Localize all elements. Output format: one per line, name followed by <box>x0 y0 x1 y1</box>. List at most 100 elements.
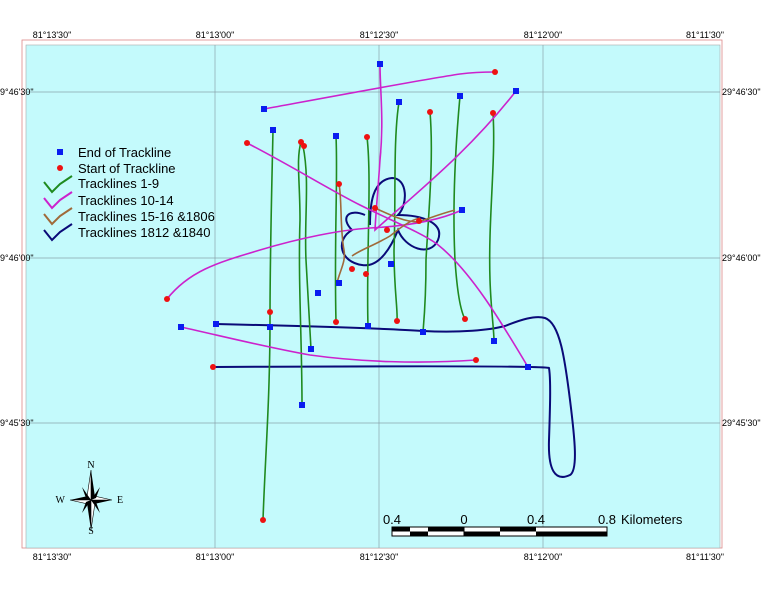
start-marker <box>363 271 369 277</box>
start-marker <box>301 143 307 149</box>
start-marker <box>462 316 468 322</box>
end-marker <box>365 323 371 329</box>
coord-left-1: 9°46'30" <box>0 87 34 97</box>
scale-bar-segment <box>536 531 607 536</box>
scale-unit-label: Kilometers <box>621 512 683 527</box>
start-marker <box>260 517 266 523</box>
scale-bar-segment <box>410 531 428 536</box>
start-marker <box>416 218 422 224</box>
start-marker <box>394 318 400 324</box>
trackline-11 <box>246 142 529 368</box>
legend-tracklines-15-16-label: Tracklines 15-16 &1806 <box>78 209 215 224</box>
scale-label-2: 0 <box>460 512 467 527</box>
trackline-10 <box>263 71 496 110</box>
coord-bottom-4: 81°12'00" <box>524 552 563 562</box>
scale-bar-segment <box>500 527 536 532</box>
north-arrow-icon: N S E W <box>56 460 124 537</box>
end-markers <box>178 61 531 408</box>
end-marker <box>525 364 531 370</box>
start-marker <box>372 205 378 211</box>
end-marker <box>420 329 426 335</box>
coord-top-1: 81°13'30" <box>33 30 72 40</box>
trackline-15 <box>336 183 346 284</box>
end-marker <box>270 127 276 133</box>
coord-right-1: 29°46'30" <box>722 87 761 97</box>
coord-left-3: 9°45'30" <box>0 418 34 428</box>
end-marker <box>213 321 219 327</box>
trackline-8 <box>453 95 466 320</box>
start-marker <box>492 69 498 75</box>
scale-label-4: 0.8 <box>598 512 616 527</box>
start-marker <box>427 109 433 115</box>
end-marker <box>308 346 314 352</box>
start-marker <box>244 140 250 146</box>
legend-tracklines-1812-symbol <box>43 223 73 242</box>
scale-bar-segment <box>464 531 500 536</box>
legend-start-label: Start of Trackline <box>78 161 176 176</box>
legend-tracklines-10-14-symbol <box>43 191 73 210</box>
trackline-3 <box>302 145 312 350</box>
scale-label-1: 0.4 <box>383 512 401 527</box>
scale-bar: 0.4 0 0.4 0.8 Kilometers <box>383 512 683 537</box>
trackline-14 <box>374 63 517 232</box>
coord-top-3: 81°12'30" <box>360 30 399 40</box>
water-area <box>25 44 721 549</box>
start-marker <box>364 134 370 140</box>
start-markers <box>164 69 498 523</box>
legend-end-symbol <box>57 149 63 155</box>
legend-tracklines-1812-label: Tracklines 1812 &1840 <box>78 225 211 240</box>
legend-tracklines-15-16-symbol <box>43 207 73 226</box>
end-marker <box>388 261 394 267</box>
end-marker <box>333 133 339 139</box>
trackline-5 <box>366 136 370 327</box>
legend-end-label: End of Trackline <box>78 145 171 160</box>
compass-n-label: N <box>87 460 94 471</box>
start-marker <box>384 227 390 233</box>
trackline-1840 <box>340 176 441 267</box>
scale-bar-segment <box>392 527 410 532</box>
coord-top-5: 81°11'30" <box>686 30 724 40</box>
trackline-7 <box>422 111 433 333</box>
start-marker <box>490 110 496 116</box>
scale-label-3: 0.4 <box>527 512 545 527</box>
end-marker <box>178 324 184 330</box>
start-marker <box>349 266 355 272</box>
compass-e-label: E <box>117 495 123 506</box>
trackline-1 <box>262 129 274 521</box>
start-marker <box>210 364 216 370</box>
coord-left-2: 9°46'00" <box>0 253 34 263</box>
end-marker <box>396 99 402 105</box>
coord-bottom-5: 81°11'30" <box>686 552 724 562</box>
trackline-13 <box>180 326 477 363</box>
compass-s-label: S <box>88 526 94 537</box>
start-marker <box>336 181 342 187</box>
graticule <box>26 45 720 548</box>
coord-bottom-2: 81°13'00" <box>196 552 235 562</box>
start-marker <box>267 309 273 315</box>
end-marker <box>299 402 305 408</box>
legend-start-symbol <box>57 165 63 171</box>
end-marker <box>267 324 273 330</box>
compass-w-label: W <box>56 495 66 506</box>
legend-tracklines-10-14-label: Tracklines 10-14 <box>78 193 174 208</box>
end-marker <box>261 106 267 112</box>
end-marker <box>459 207 465 213</box>
end-marker <box>457 93 463 99</box>
end-marker <box>336 280 342 286</box>
legend-tracklines-1-9-symbol <box>43 175 73 194</box>
legend: End of Trackline Start of Trackline Trac… <box>43 145 215 242</box>
coord-bottom-1: 81°13'30" <box>33 552 72 562</box>
trackline-9 <box>488 112 495 342</box>
coord-top-2: 81°13'00" <box>196 30 235 40</box>
start-marker <box>333 319 339 325</box>
start-marker <box>473 357 479 363</box>
end-marker <box>377 61 383 67</box>
coord-top-4: 81°12'00" <box>524 30 563 40</box>
coord-right-2: 29°46'00" <box>722 253 761 263</box>
start-marker <box>164 296 170 302</box>
coord-bottom-3: 81°12'30" <box>360 552 399 562</box>
end-marker <box>491 338 497 344</box>
trackline-6 <box>393 101 400 322</box>
legend-tracklines-1-9-label: Tracklines 1-9 <box>78 176 159 191</box>
